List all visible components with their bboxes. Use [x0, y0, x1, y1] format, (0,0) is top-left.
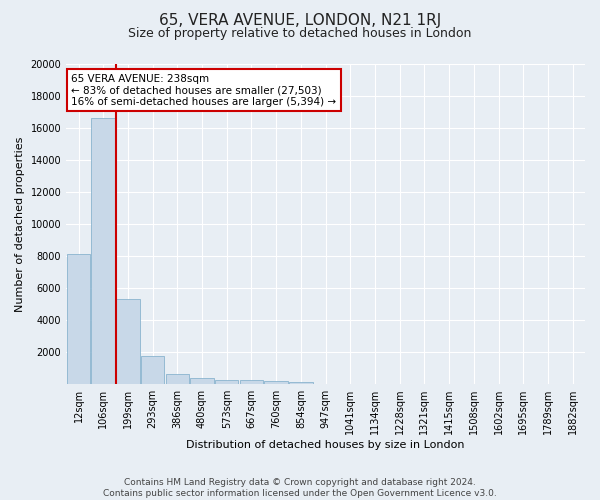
- Bar: [240, 380, 263, 384]
- Bar: [166, 374, 189, 384]
- Text: Contains HM Land Registry data © Crown copyright and database right 2024.
Contai: Contains HM Land Registry data © Crown c…: [103, 478, 497, 498]
- Text: Size of property relative to detached houses in London: Size of property relative to detached ho…: [128, 28, 472, 40]
- Bar: [265, 381, 288, 384]
- Bar: [215, 380, 238, 384]
- Text: 65 VERA AVENUE: 238sqm
← 83% of detached houses are smaller (27,503)
16% of semi: 65 VERA AVENUE: 238sqm ← 83% of detached…: [71, 74, 337, 107]
- Bar: [67, 254, 90, 384]
- Y-axis label: Number of detached properties: Number of detached properties: [15, 136, 25, 312]
- Bar: [91, 118, 115, 384]
- Text: 65, VERA AVENUE, LONDON, N21 1RJ: 65, VERA AVENUE, LONDON, N21 1RJ: [159, 12, 441, 28]
- Bar: [190, 378, 214, 384]
- X-axis label: Distribution of detached houses by size in London: Distribution of detached houses by size …: [187, 440, 465, 450]
- Bar: [116, 300, 140, 384]
- Bar: [141, 356, 164, 384]
- Bar: [289, 382, 313, 384]
